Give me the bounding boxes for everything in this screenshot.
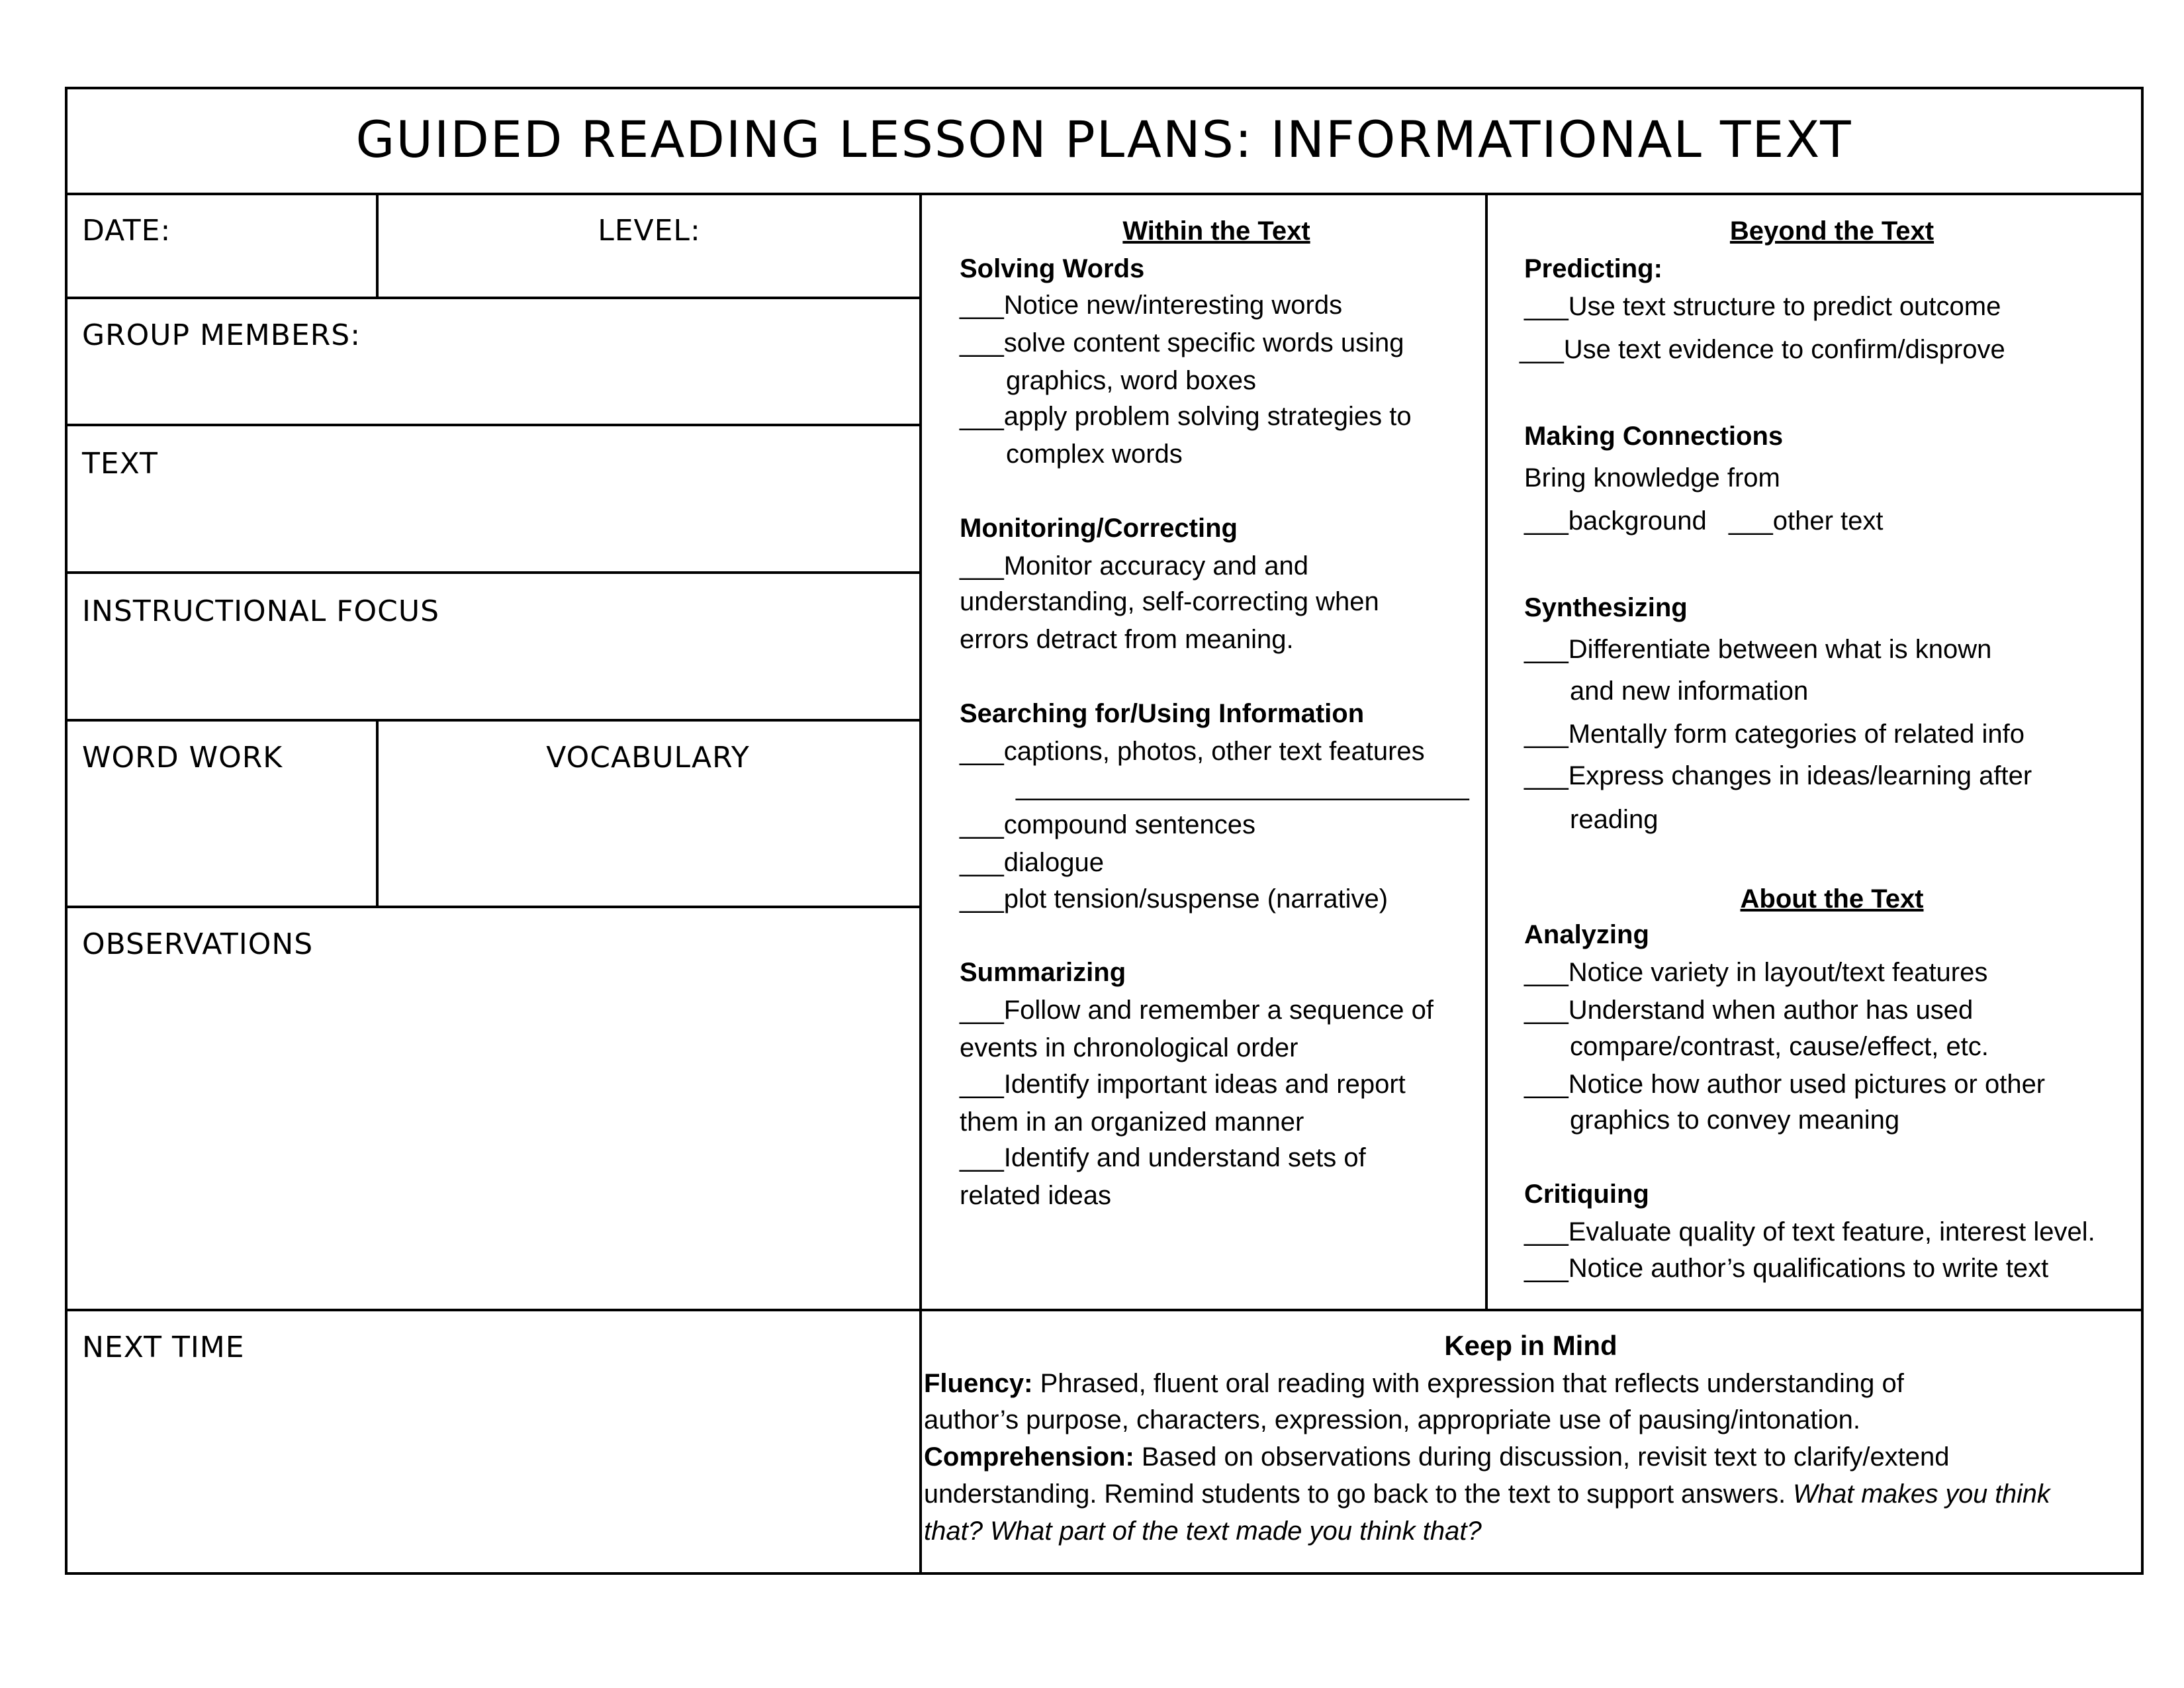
keep-in-mind-heading: Keep in Mind: [1444, 1330, 1617, 1361]
row-divider-focus: [66, 719, 921, 722]
outer-border-bottom: [66, 1572, 2144, 1575]
checklist-item-continued: events in chronological order: [960, 1033, 1298, 1062]
fluency-line-2: author’s purpose, characters, expression…: [924, 1405, 1860, 1434]
checklist-item: ___dialogue: [960, 848, 1104, 877]
checklist-item-continued: complex words: [1006, 440, 1183, 469]
connections-intro: Bring knowledge from: [1524, 463, 1780, 492]
outer-border-left: [65, 87, 68, 1575]
checklist-item: ___Use text structure to predict outcome: [1524, 292, 2001, 321]
checklist-item: ___Monitor accuracy and and: [960, 551, 1308, 581]
connections-title: Making Connections: [1524, 422, 1784, 451]
date-label: Date:: [82, 214, 171, 248]
checklist-item: ___Identify and understand sets of: [960, 1143, 1366, 1172]
row-divider-wordwork: [66, 906, 921, 908]
checklist-item: ___Evaluate quality of text feature, int…: [1524, 1217, 2095, 1246]
beyond-heading: Beyond the Text: [1729, 216, 1934, 246]
checklist-item-continued: understanding, self-correcting when: [960, 587, 1379, 616]
fluency-label: Fluency:: [924, 1369, 1033, 1398]
fluency-line-1: Fluency: Phrased, fluent oral reading wi…: [924, 1365, 1904, 1402]
checklist-item: ___Identify important ideas and report: [960, 1070, 1406, 1099]
level-label: Level:: [598, 214, 701, 248]
checklist-item-other-text: ___other text: [1729, 506, 1884, 536]
summarizing-title: Summarizing: [960, 958, 1126, 987]
checklist-item: ___Notice new/interesting words: [960, 291, 1343, 320]
solving-words-title: Solving Words: [960, 254, 1145, 283]
checklist-item-continued: compare/contrast, cause/effect, etc.: [1570, 1032, 1989, 1061]
outer-border-top: [66, 87, 2144, 89]
monitoring-title: Monitoring/Correcting: [960, 514, 1238, 543]
observations-label: Observations: [82, 927, 314, 961]
checklist-item: ___Express changes in ideas/learning aft…: [1524, 761, 2032, 790]
critiquing-title: Critiquing: [1524, 1180, 1649, 1209]
write-in-blank: ______________________________: [1016, 772, 1470, 801]
checklist-item: ___Mentally form categories of related i…: [1524, 720, 2025, 749]
outer-border-right: [2141, 87, 2144, 1575]
comprehension-text: Based on observations during discussion,…: [1134, 1442, 1950, 1472]
checklist-item-continued: errors detract from meaning.: [960, 625, 1294, 654]
fluency-text: Phrased, fluent oral reading with expres…: [1032, 1369, 1904, 1398]
checklist-item-continued: them in an organized manner: [960, 1107, 1304, 1137]
checklist-item: ___Notice author’s qualifications to wri…: [1524, 1254, 2049, 1283]
column-divider-left: [919, 193, 922, 1575]
vocabulary-label: Vocabulary: [546, 741, 750, 774]
row-divider-date: [66, 297, 921, 299]
checklist-item: ___Use text evidence to confirm/disprove: [1520, 335, 2005, 364]
next-time-label: Next Time: [82, 1331, 245, 1364]
group-members-label: Group Members:: [82, 318, 361, 352]
checklist-item: ___compound sentences: [960, 810, 1255, 839]
about-heading: About the Text: [1740, 884, 1924, 914]
synthesizing-title: Synthesizing: [1524, 593, 1688, 622]
comprehension-line-3: that? What part of the text made you thi…: [924, 1513, 1482, 1550]
checklist-item: ___apply problem solving strategies to: [960, 402, 1412, 431]
row-divider-group: [66, 424, 921, 426]
checklist-item: ___plot tension/suspense (narrative): [960, 884, 1388, 914]
checklist-item-continued: and new information: [1570, 677, 1809, 706]
checklist-item: ___Follow and remember a sequence of: [960, 996, 1433, 1025]
page-title: Guided Reading Lesson Plans: Information…: [355, 110, 1852, 169]
title-divider: [66, 193, 2144, 195]
analyzing-title: Analyzing: [1524, 920, 1649, 949]
checklist-item: ___Differentiate between what is known: [1524, 635, 1992, 664]
comprehension-label: Comprehension:: [924, 1442, 1134, 1472]
comprehension-question-2: that? What part of the text made you thi…: [924, 1517, 1482, 1546]
checklist-item-continued: related ideas: [960, 1181, 1112, 1210]
word-work-label: Word Work: [82, 741, 283, 774]
comprehension-line-1: Comprehension: Based on observations dur…: [924, 1438, 1950, 1476]
checklist-item: ___Notice how author used pictures or ot…: [1524, 1070, 2046, 1099]
checklist-item-continued: graphics, word boxes: [1006, 366, 1256, 395]
checklist-item: ___solve content specific words using: [960, 328, 1404, 357]
text-label: Text: [82, 447, 158, 481]
checklist-item-continued: graphics to convey meaning: [1570, 1105, 1900, 1135]
checklist-item: ___Notice variety in layout/text feature…: [1524, 958, 1988, 987]
column-divider-right: [1485, 193, 1488, 1311]
row-divider-text: [66, 571, 921, 574]
instructional-focus-label: Instructional Focus: [82, 594, 439, 628]
comprehension-line-2: understanding. Remind students to go bac…: [924, 1476, 2050, 1513]
comprehension-question-1: What makes you think: [1793, 1479, 2050, 1509]
within-heading: Within the Text: [1122, 216, 1310, 246]
row-divider-bottom: [66, 1309, 2144, 1311]
checklist-item-continued: reading: [1570, 805, 1659, 834]
checklist-item: ___Understand when author has used: [1524, 996, 1974, 1025]
checklist-item-background: ___background: [1524, 506, 1707, 536]
date-level-divider: [376, 193, 379, 298]
predicting-title: Predicting:: [1524, 254, 1662, 283]
comprehension-text-2: understanding. Remind students to go bac…: [924, 1479, 1794, 1509]
checklist-item: ___captions, photos, other text features: [960, 737, 1425, 766]
wordwork-vocab-divider: [376, 720, 379, 907]
searching-title: Searching for/Using Information: [960, 699, 1365, 728]
